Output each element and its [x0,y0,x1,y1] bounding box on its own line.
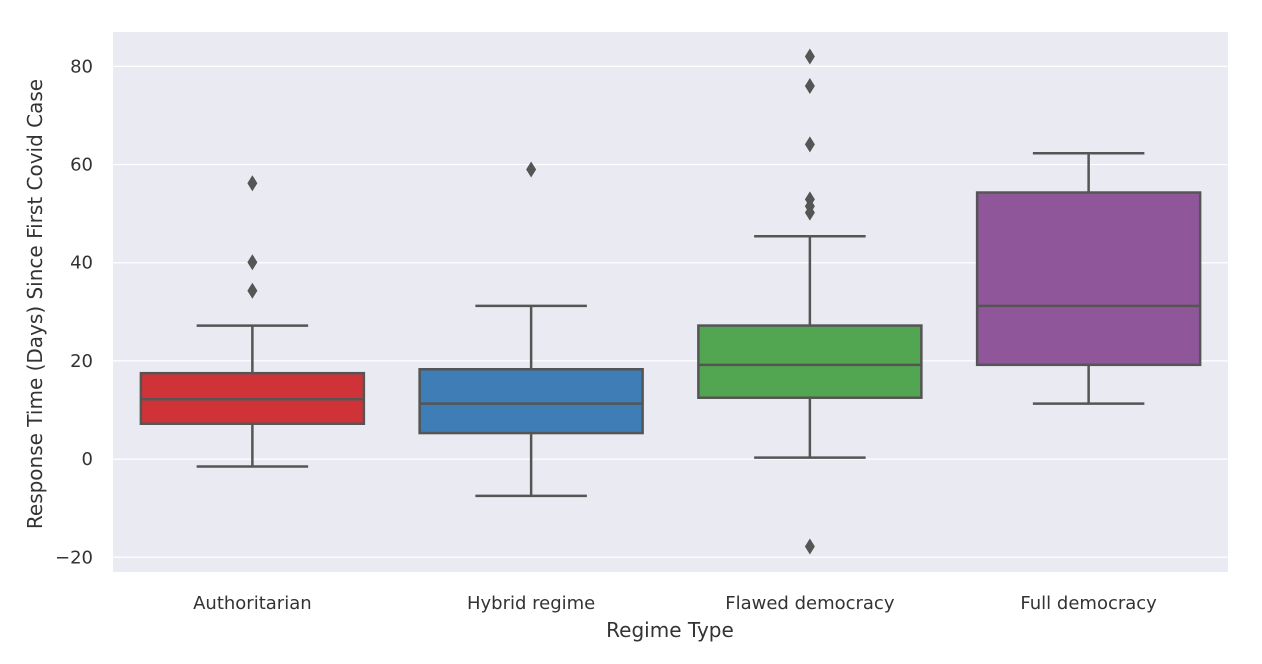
iqr-box [418,368,644,435]
box-1 [139,175,366,468]
x-tick-label: Hybrid regime [467,593,595,614]
outlier-point [804,136,815,153]
outlier-point [247,175,258,192]
box-3 [697,48,923,555]
gridlines [113,65,1228,558]
x-tick-label: Flawed democracy [725,593,895,614]
x-tick-label: Full democracy [1020,593,1157,614]
outlier-point [526,161,537,178]
iqr-box [975,191,1202,367]
outlier-point [247,282,258,299]
y-axis-label: Response Time (Days) Since First Covid C… [23,79,47,529]
box-2 [418,161,644,498]
y-tick-label: 40 [70,253,93,274]
outlier-point [804,204,815,221]
outlier-point [804,78,815,94]
box-4 [975,152,1202,405]
y-tick-label: 20 [70,351,93,372]
boxes [139,48,1202,555]
x-axis-label: Regime Type [606,618,734,642]
outlier-point [804,48,815,65]
y-tick-label: 80 [70,56,93,77]
y-tick-label: −20 [55,547,93,568]
x-axis-ticks: Authoritarian Hybrid regime Flawed democra… [193,593,1157,614]
x-tick-label: Authoritarian [193,593,312,614]
y-tick-label: 0 [82,449,93,470]
y-axis-ticks: 80 60 40 20 0 −20 [55,56,93,568]
y-tick-label: 60 [70,155,93,176]
outlier-point [804,538,815,555]
iqr-box [697,324,923,399]
outlier-point [247,254,258,271]
